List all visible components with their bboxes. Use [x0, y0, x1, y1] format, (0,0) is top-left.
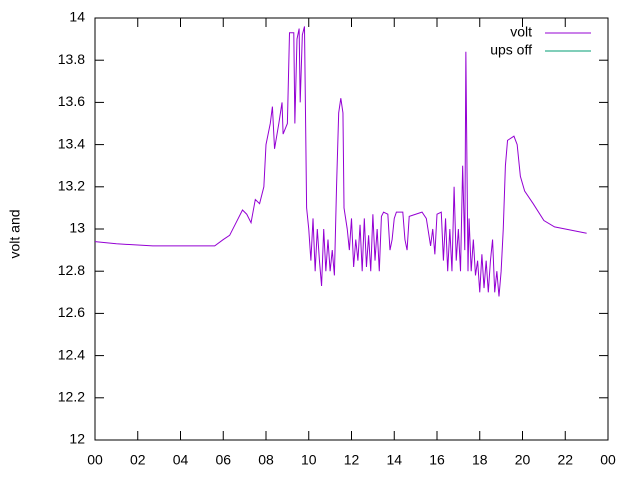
data-line [94, 26, 587, 297]
x-tick-label: 22 [557, 452, 573, 468]
y-axis-label: volt and [7, 209, 23, 258]
y-tick-label: 13.6 [58, 93, 85, 109]
y-tick-label: 13.2 [58, 178, 85, 194]
y-tick-label: 12.4 [58, 346, 85, 362]
y-tick-label: 12 [69, 431, 85, 447]
y-tick-label: 12.6 [58, 304, 85, 320]
y-tick-label: 12.2 [58, 389, 85, 405]
y-tick-label: 13.4 [58, 135, 85, 151]
y-tick-label: 13 [69, 220, 85, 236]
x-tick-label: 10 [301, 452, 317, 468]
x-tick-label: 08 [258, 452, 274, 468]
y-tick-label: 13.8 [58, 51, 85, 67]
legend-label: ups off [490, 42, 532, 58]
x-tick-label: 02 [130, 452, 146, 468]
x-tick-label: 00 [87, 452, 103, 468]
x-tick-label: 20 [515, 452, 531, 468]
y-tick-label: 14 [69, 9, 85, 25]
x-tick-label: 12 [344, 452, 360, 468]
x-tick-label: 04 [173, 452, 189, 468]
x-tick-label: 14 [386, 452, 402, 468]
x-tick-label: 18 [472, 452, 488, 468]
x-tick-label: 06 [215, 452, 231, 468]
x-tick-label: 16 [429, 452, 445, 468]
legend-label: volt [510, 24, 532, 40]
y-tick-label: 12.8 [58, 262, 85, 278]
x-tick-label: 00 [600, 452, 616, 468]
